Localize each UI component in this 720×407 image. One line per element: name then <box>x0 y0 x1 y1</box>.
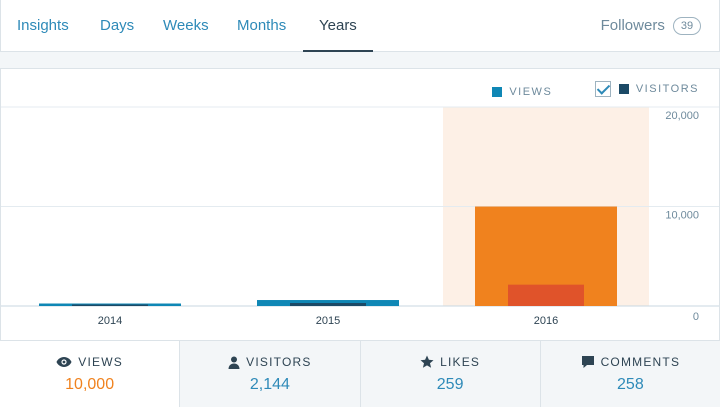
followers-link[interactable]: Followers 39 <box>601 0 701 52</box>
stat-views-value: 10,000 <box>65 376 115 393</box>
legend-item-views: VIEWS <box>492 86 552 98</box>
stat-likes-label: LIKES <box>440 355 481 369</box>
stat-comments-value: 258 <box>617 376 644 393</box>
followers-label: Followers <box>600 17 665 34</box>
tab-years[interactable]: Years <box>303 0 373 52</box>
stats-summary: VIEWS 10,000 VISITORS 2,144 LIKES 259 CO… <box>0 340 720 407</box>
views-swatch <box>492 87 503 97</box>
x-tick-label: 2016 <box>534 315 558 327</box>
stat-likes[interactable]: LIKES 259 <box>360 341 541 407</box>
person-icon <box>228 356 240 369</box>
stat-comments-label: COMMENTS <box>600 355 681 369</box>
eye-icon <box>56 357 72 367</box>
y-tick-label: 10,000 <box>665 210 699 222</box>
followers-count-badge: 39 <box>673 17 701 35</box>
legend-views-label: VIEWS <box>509 86 553 98</box>
tab-months[interactable]: Months <box>237 17 287 34</box>
stats-period-nav: Insights Days Weeks Months Years Followe… <box>0 0 720 52</box>
visitors-bar-2014[interactable] <box>72 304 148 307</box>
y-tick-label: 0 <box>693 311 699 323</box>
visitors-toggle-checkbox[interactable] <box>594 81 611 97</box>
stat-likes-value: 259 <box>436 376 464 393</box>
comment-bubble-icon <box>581 356 594 368</box>
bar-chart: 2014 2015 2016 20,000 10,000 0 <box>1 106 719 327</box>
visitors-bar-2016[interactable] <box>508 284 584 306</box>
star-icon <box>420 355 434 368</box>
stat-visitors-label: VISITORS <box>246 355 312 369</box>
tab-insights[interactable]: Insights <box>17 17 69 34</box>
stat-visitors[interactable]: VISITORS 2,144 <box>180 341 361 407</box>
x-tick-label: 2015 <box>316 315 340 327</box>
legend-visitors-label: VISITORS <box>635 83 699 95</box>
stat-views[interactable]: VIEWS 10,000 <box>0 341 181 407</box>
tab-weeks[interactable]: Weeks <box>163 17 209 34</box>
visitors-bar-2015[interactable] <box>290 303 366 306</box>
stat-views-label: VIEWS <box>78 355 123 369</box>
x-tick-label: 2014 <box>98 315 122 327</box>
chart-legend: VIEWS VISITORS <box>454 81 699 98</box>
tab-days[interactable]: Days <box>100 17 135 34</box>
y-tick-label: 20,000 <box>665 110 699 122</box>
stat-comments[interactable]: COMMENTS 258 <box>540 341 720 407</box>
visitors-swatch <box>618 84 629 94</box>
legend-item-visitors[interactable]: VISITORS <box>594 81 699 97</box>
stat-visitors-value: 2,144 <box>249 376 290 393</box>
